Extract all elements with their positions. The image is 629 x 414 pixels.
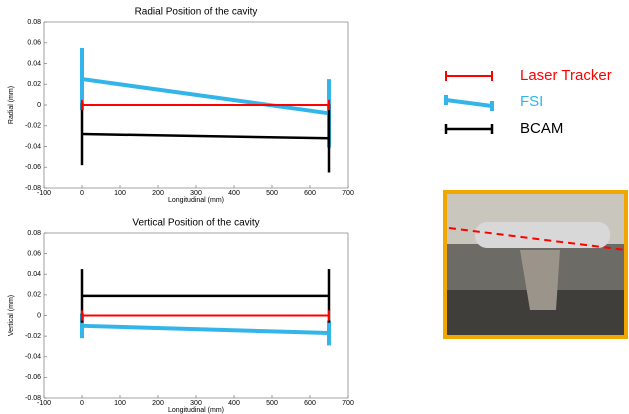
series-line bbox=[82, 134, 329, 138]
x-tick-label: 100 bbox=[114, 190, 126, 197]
y-tick-label: -0.06 bbox=[25, 164, 41, 171]
x-tick-label: 400 bbox=[228, 400, 240, 407]
y-tick-label: 0.08 bbox=[27, 230, 41, 237]
y-tick-label: -0.06 bbox=[25, 374, 41, 381]
x-tick-label: 500 bbox=[266, 400, 278, 407]
x-tick-label: 300 bbox=[190, 190, 202, 197]
x-tick-label: 700 bbox=[342, 190, 354, 197]
chart-title: Radial Position of the cavity bbox=[135, 7, 258, 18]
x-axis-label: Longitudinal (mm) bbox=[168, 197, 224, 204]
x-tick-label: 100 bbox=[114, 400, 126, 407]
x-axis-label: Longitudinal (mm) bbox=[168, 407, 224, 414]
legend-item: FSI bbox=[446, 93, 543, 111]
y-tick-label: 0.06 bbox=[27, 40, 41, 47]
y-tick-label: 0.06 bbox=[27, 250, 41, 257]
y-axis-label: Vertical (mm) bbox=[8, 295, 15, 336]
y-tick-label: 0.04 bbox=[27, 60, 41, 67]
y-tick-label: -0.02 bbox=[25, 123, 41, 130]
legend-label: FSI bbox=[520, 93, 543, 110]
legend-label: Laser Tracker bbox=[520, 67, 612, 84]
y-tick-label: -0.02 bbox=[25, 333, 41, 340]
x-tick-label: 300 bbox=[190, 400, 202, 407]
legend-swatch bbox=[446, 100, 492, 106]
x-tick-label: 200 bbox=[152, 400, 164, 407]
y-tick-label: -0.04 bbox=[25, 354, 41, 361]
chart-title: Vertical Position of the cavity bbox=[132, 218, 259, 229]
x-tick-label: 200 bbox=[152, 190, 164, 197]
y-tick-label: 0.04 bbox=[27, 271, 41, 278]
y-tick-label: 0.02 bbox=[27, 292, 41, 299]
x-tick-label: 600 bbox=[304, 400, 316, 407]
x-tick-label: 0 bbox=[80, 190, 84, 197]
x-tick-label: 700 bbox=[342, 400, 354, 407]
y-tick-label: -0.08 bbox=[25, 185, 41, 192]
series-line bbox=[82, 79, 329, 113]
legend-item: Laser Tracker bbox=[446, 67, 612, 84]
photo bbox=[445, 192, 626, 337]
series-line bbox=[82, 326, 329, 333]
y-tick-label: 0.02 bbox=[27, 81, 41, 88]
x-tick-label: 0 bbox=[80, 400, 84, 407]
y-tick-label: 0.08 bbox=[27, 19, 41, 26]
x-tick-label: 600 bbox=[304, 190, 316, 197]
y-tick-label: -0.04 bbox=[25, 143, 41, 150]
y-tick-label: -0.08 bbox=[25, 395, 41, 402]
x-tick-label: 400 bbox=[228, 190, 240, 197]
x-tick-label: 500 bbox=[266, 190, 278, 197]
y-tick-label: 0 bbox=[37, 312, 41, 319]
y-axis-label: Radial (mm) bbox=[8, 86, 15, 124]
y-tick-label: 0 bbox=[37, 102, 41, 109]
legend-item: BCAM bbox=[446, 120, 563, 137]
slide: Radial Position of the cavity-1000100200… bbox=[0, 0, 629, 414]
legend-label: BCAM bbox=[520, 120, 563, 137]
